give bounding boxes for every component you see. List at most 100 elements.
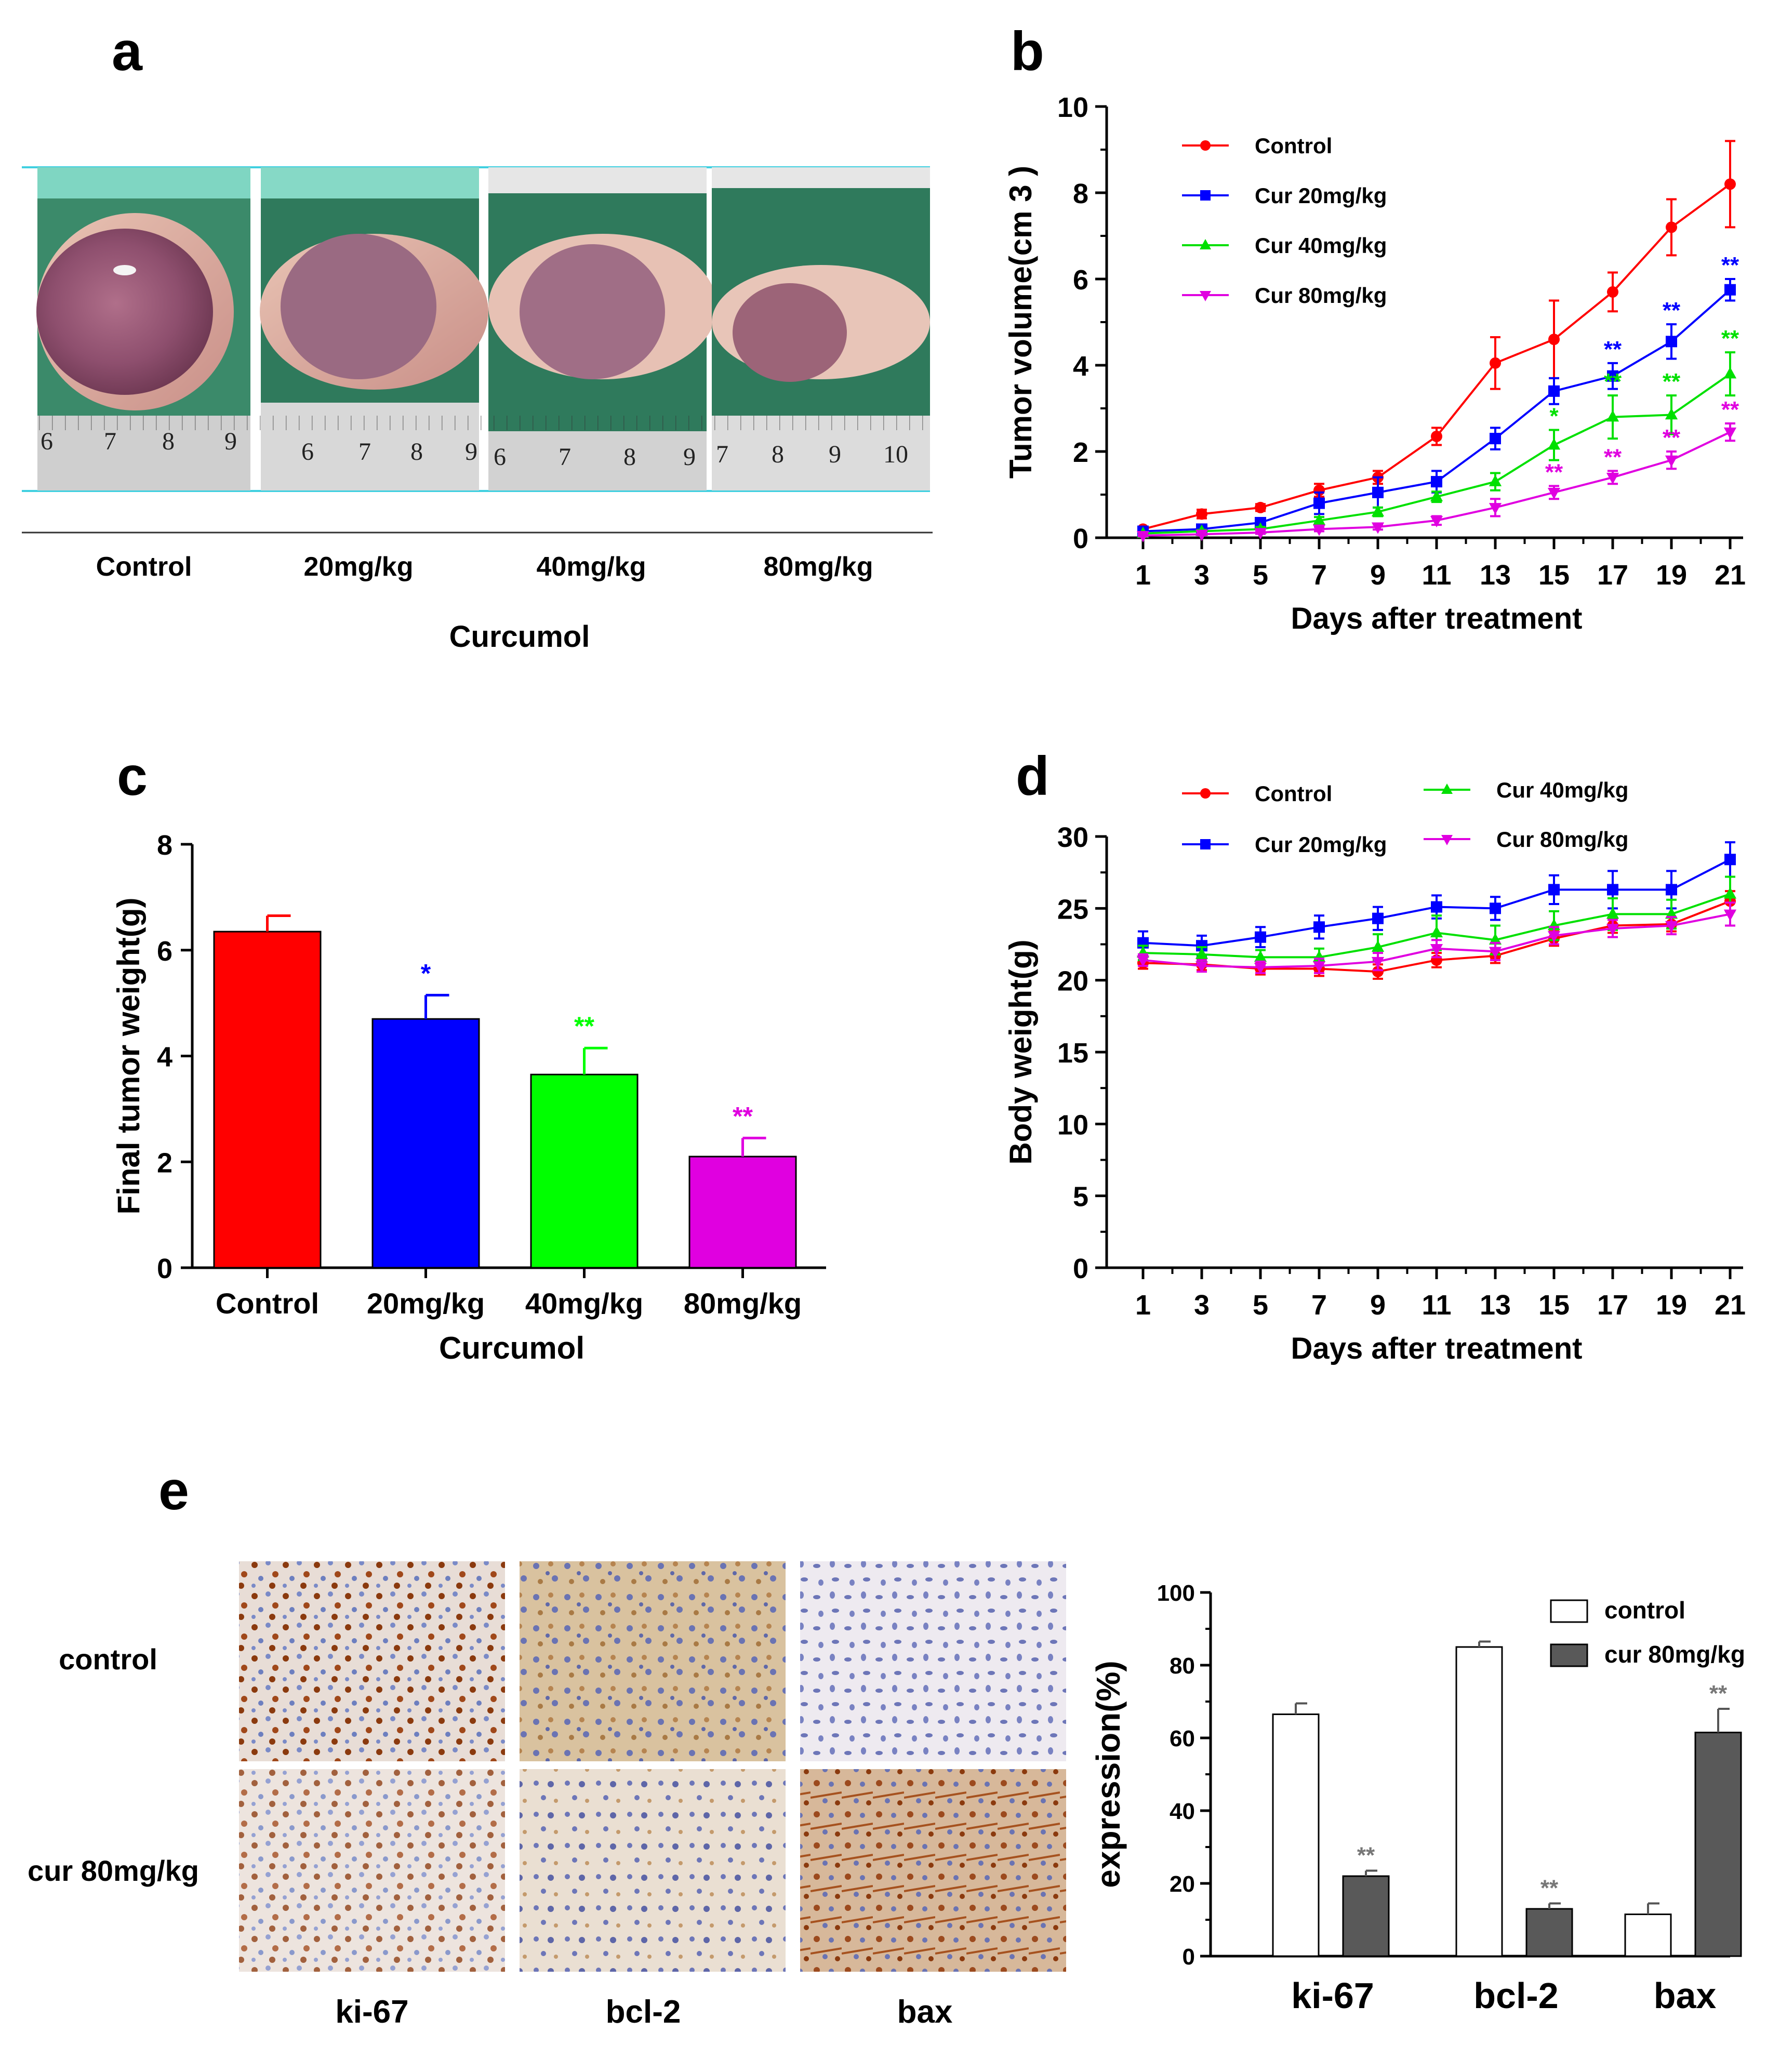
data-point [1665,907,1678,919]
legend-label: Control [1255,134,1332,158]
y-tick-label: 80 [1170,1653,1195,1679]
x-tick-label: 1 [1135,1290,1151,1321]
y-tick-label: 0 [157,1253,172,1284]
data-point [1430,516,1443,527]
data-point [1255,501,1266,513]
significance-label: ** [1545,459,1563,485]
data-point [1371,522,1385,534]
x-tick-label: 40mg/kg [525,1287,643,1320]
significance-label: ** [1604,444,1622,470]
data-point [1666,336,1677,348]
legend-marker [1200,788,1211,799]
ihc-control-bcl2 [520,1561,786,1761]
x-tick-label: 13 [1480,560,1511,591]
significance-label: ** [1721,397,1739,422]
x-axis-label: Days after treatment [1291,602,1583,635]
significance-label: ** [574,1012,594,1041]
x-tick-label: bcl-2 [1473,1975,1558,2016]
data-point [1195,947,1208,959]
significance-label: ** [1663,298,1681,323]
data-point [1489,503,1502,515]
y-tick-label: 30 [1057,822,1088,853]
bar [1455,1646,1503,1957]
y-tick-label: 15 [1057,1038,1088,1069]
data-point [1665,921,1678,933]
x-tick-label: 5 [1253,1290,1268,1321]
data-point [1430,926,1443,938]
ruler-number: 6 [301,438,314,466]
x-tick-label: 11 [1422,560,1451,591]
x-tick-label: 13 [1480,1290,1511,1321]
significance-label: ** [1604,337,1622,362]
rulers [37,403,930,490]
ruler-number: 9 [829,441,841,468]
ruler-number: 9 [465,438,477,466]
y-tick-label: 8 [1073,178,1088,209]
x-axis-label: Days after treatment [1291,1332,1583,1365]
data-point [1313,497,1325,509]
bar [1694,1732,1742,1957]
significance-label: ** [1357,1843,1375,1868]
series-3: ** ** ** ** [1136,397,1739,543]
bar [1525,1908,1573,1957]
ruler-number: 7 [104,428,116,455]
ruler-number: 8 [162,428,175,455]
x-tick-label: 80mg/kg [684,1287,802,1320]
y-tick-label: 0 [1183,1944,1195,1970]
group-label-40mg: 40mg/kg [537,552,646,582]
panel-a-xlabel: Curcumol [449,620,590,654]
ihc-col-label-bax: bax [897,1994,953,2030]
data-point [1547,931,1561,943]
ruler-number: 7 [559,443,571,471]
significance-label: ** [1721,326,1739,351]
data-point [1723,367,1737,379]
significance-label: * [1549,404,1559,429]
bar [688,1155,797,1269]
legend-marker [1200,190,1211,201]
data-point [1489,474,1502,486]
bar [1624,1914,1672,1957]
data-point [1724,284,1736,296]
y-tick-label: 2 [1073,437,1088,468]
y-tick-label: 20 [1170,1871,1195,1897]
x-tick-label: 3 [1194,560,1210,591]
data-point [1666,221,1677,233]
x-tick-label: 9 [1370,560,1386,591]
ruler-number: 10 [883,441,908,468]
legend: Control Cur 20mg/kg Cur 40mg/kg Cur 80mg/kg [1182,778,1628,857]
ihc-row-label-cur80: cur 80mg/kg [28,1854,199,1887]
data-point [1431,476,1442,488]
data-point [1372,912,1384,924]
data-point [1665,408,1678,420]
bar [1272,1714,1320,1957]
legend-label: Cur 80mg/kg [1496,827,1628,852]
x-tick-label: 19 [1656,560,1687,591]
data-point [1548,385,1560,397]
data-point [1254,962,1267,974]
data-point [1372,486,1384,498]
group-label-80mg: 80mg/kg [764,552,873,582]
data-point [1548,334,1560,346]
y-axis-label: Final tumor weight(g) [111,898,146,1215]
ihc-cur80-bcl2 [520,1769,786,1972]
legend-label: control [1604,1597,1685,1624]
x-tick-label: 11 [1422,1290,1451,1321]
legend-label: Cur 80mg/kg [1255,283,1387,308]
chart-ihc-expression: 0 20 40 60 80 100 ** ki-67 ** bcl-2 ** bax expressio… [1090,1580,1745,2016]
data-point [1547,438,1561,450]
data-point [1607,286,1618,298]
significance-label: ** [1604,369,1622,394]
data-point [1606,473,1619,484]
ruler-number: 9 [224,428,237,455]
data-point [1665,455,1678,467]
data-point [1254,528,1267,540]
data-point [1371,957,1385,968]
y-tick-label: 0 [1073,1253,1088,1284]
legend-marker [1200,239,1211,249]
data-point [1489,947,1502,959]
panel-letter-d: d [1016,746,1050,807]
significance-label: ** [1721,253,1739,278]
